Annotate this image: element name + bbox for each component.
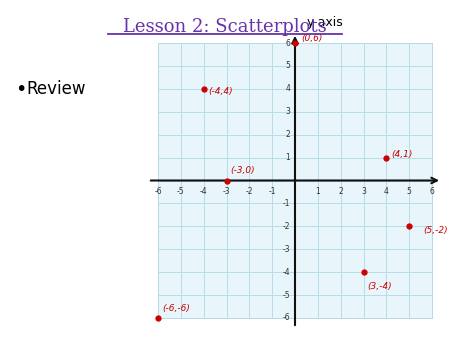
Text: 1: 1	[315, 188, 320, 196]
Text: •: •	[15, 80, 27, 99]
Text: (5,-2): (5,-2)	[423, 226, 448, 235]
Text: -1: -1	[283, 199, 290, 208]
Text: -1: -1	[268, 188, 276, 196]
Text: 4: 4	[384, 188, 389, 196]
Bar	[158, 43, 432, 318]
Text: -4: -4	[283, 268, 290, 277]
Text: -6: -6	[283, 314, 290, 322]
Text: Lesson 2: Scatterplots: Lesson 2: Scatterplots	[123, 18, 327, 36]
Text: 6: 6	[285, 39, 290, 48]
Text: (-6,-6): (-6,-6)	[162, 304, 190, 313]
Text: 3: 3	[285, 107, 290, 116]
Text: (3,-4): (3,-4)	[368, 282, 392, 291]
Text: 6: 6	[430, 188, 434, 196]
Text: (0,6): (0,6)	[301, 33, 322, 43]
Text: Review: Review	[26, 80, 86, 98]
Text: (4,1): (4,1)	[392, 150, 413, 159]
Text: 3: 3	[361, 188, 366, 196]
Text: 2: 2	[338, 188, 343, 196]
Text: -2: -2	[246, 188, 253, 196]
Text: (-4,4): (-4,4)	[209, 87, 233, 96]
Text: (-3,0): (-3,0)	[230, 166, 255, 175]
Text: 5: 5	[285, 62, 290, 70]
Text: -6: -6	[154, 188, 162, 196]
Text: 1: 1	[285, 153, 290, 162]
Text: y-axis: y-axis	[307, 16, 344, 29]
Text: 5: 5	[407, 188, 412, 196]
Text: -5: -5	[283, 291, 290, 299]
Text: -3: -3	[223, 188, 230, 196]
Text: -3: -3	[283, 245, 290, 254]
Text: -4: -4	[200, 188, 207, 196]
Text: 2: 2	[285, 130, 290, 139]
Text: -2: -2	[283, 222, 290, 231]
Text: -5: -5	[177, 188, 184, 196]
Text: 4: 4	[285, 84, 290, 93]
